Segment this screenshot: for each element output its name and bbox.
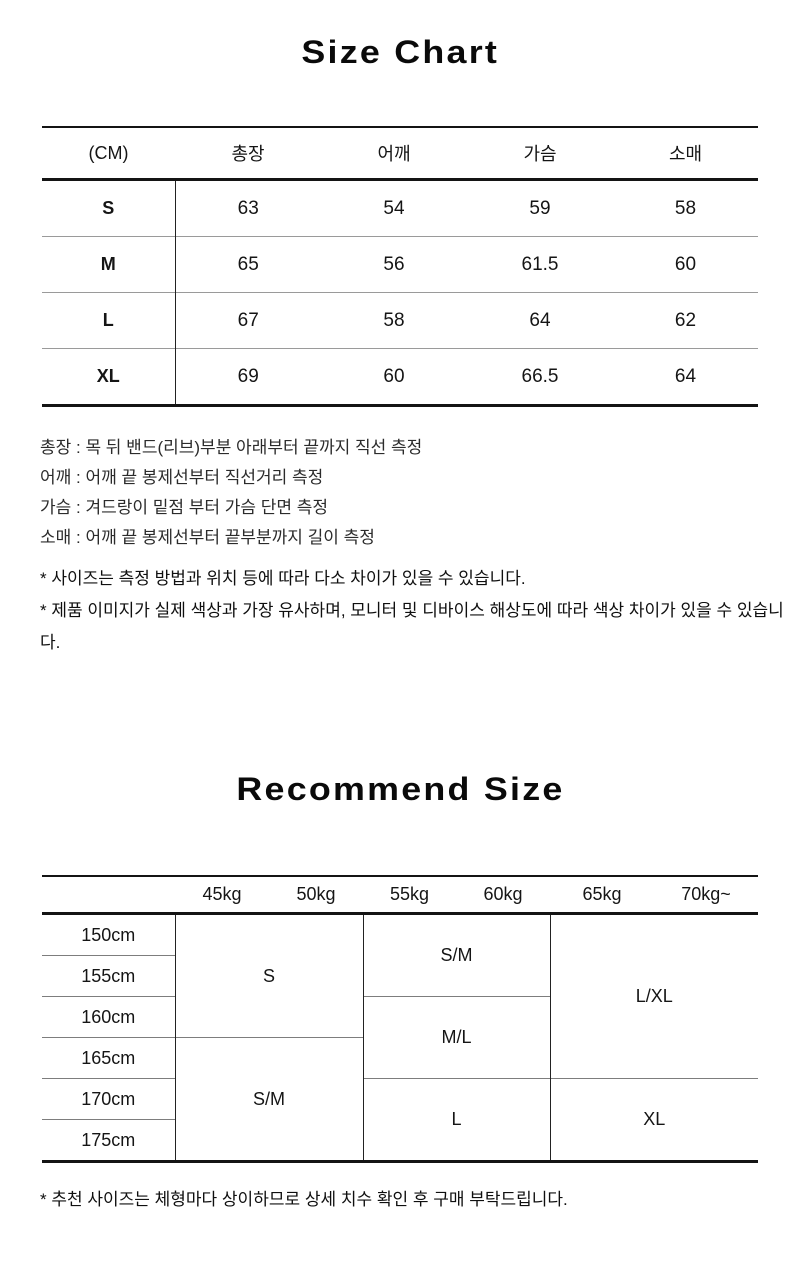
column-header-total-length: 총장 (175, 127, 321, 181)
value-cell: 67 (237, 309, 259, 331)
value-cell: 58 (383, 309, 405, 331)
height-row-170cm: 170cm L XL (42, 1078, 758, 1162)
value-cell: 60 (674, 253, 697, 275)
size-chart-table: (CM) 총장 어깨 가슴 소매 S 63 54 59 58 M 65 56 6… (42, 126, 758, 407)
height-label-175cm: 175cm (42, 1119, 176, 1162)
weight-header-55kg: 55kg (363, 876, 456, 915)
value-cell: 64 (529, 309, 551, 331)
value-cell: 66.5 (521, 365, 559, 387)
height-row-165cm: 165cm S/M (42, 1037, 758, 1162)
weight-header-45kg: 45kg (175, 876, 269, 915)
recommend-cell-sm-upper: S/M (363, 913, 551, 997)
value-cell: 59 (529, 197, 551, 219)
value-cell: 69 (237, 365, 259, 387)
value-cell: 63 (237, 197, 259, 219)
disclaimer-measurement: * 사이즈는 측정 방법과 위치 등에 따라 다소 차이가 있을 수 있습니다. (40, 569, 526, 588)
column-header-chest: 가슴 (467, 127, 613, 181)
value-cell: 64 (674, 365, 697, 387)
table-row-m: M 65 56 61.5 60 (42, 236, 758, 293)
height-label-160cm: 160cm (42, 996, 176, 1038)
measurement-notes: 총장 : 목 뒤 밴드(리브)부분 아래부터 끝까지 직선 측정 어깨 : 어깨… (40, 433, 800, 553)
recommend-cell-xl: XL (643, 1109, 666, 1129)
table-row-xl: XL 69 60 66.5 64 (42, 348, 758, 406)
recommend-header-row: 45kg 50kg 55kg 60kg 65kg 70kg~ (42, 876, 758, 915)
weight-header-empty (42, 876, 175, 915)
column-header-shoulder: 어깨 (321, 127, 467, 181)
measure-note-chest: 가슴 : 겨드랑이 밑점 부터 가슴 단면 측정 (40, 498, 329, 517)
size-disclaimers: * 사이즈는 측정 방법과 위치 등에 따라 다소 차이가 있을 수 있습니다.… (40, 563, 800, 659)
measure-note-sleeve: 소매 : 어깨 끝 봉제선부터 끝부분까지 길이 측정 (40, 528, 375, 547)
table-row-l: L 67 58 64 62 (42, 292, 758, 349)
height-label-150cm: 150cm (42, 913, 176, 956)
recommend-cell-l: L (363, 1078, 551, 1162)
measure-note-shoulder: 어깨 : 어깨 끝 봉제선부터 직선거리 측정 (40, 468, 324, 487)
value-cell: 54 (383, 197, 405, 219)
measure-note-total-length: 총장 : 목 뒤 밴드(리브)부분 아래부터 끝까지 직선 측정 (40, 438, 423, 457)
recommend-cell-s: S (175, 913, 364, 1038)
height-label-165cm: 165cm (42, 1037, 176, 1079)
size-chart-header-row: (CM) 총장 어깨 가슴 소매 (42, 127, 758, 181)
value-cell: 62 (674, 309, 697, 331)
size-chart-body: S 63 54 59 58 M 65 56 61.5 60 L 67 58 64… (42, 179, 758, 406)
weight-header-65kg: 65kg (550, 876, 654, 915)
height-label-170cm: 170cm (42, 1078, 176, 1120)
value-cell: 56 (383, 253, 405, 275)
recommend-body: 150cm S S/M L/XL 155cm 160cm M/L 165cm S… (42, 913, 758, 1162)
size-label-m: M (42, 236, 176, 293)
size-label-xl: XL (42, 348, 176, 406)
recommend-cell-sm-lower: S/M (175, 1037, 364, 1162)
height-row-160cm: 160cm M/L (42, 996, 758, 1079)
height-row-150cm: 150cm S S/M L/XL (42, 913, 758, 1038)
table-row-s: S 63 54 59 58 (42, 179, 758, 237)
recommend-size-title-text: Recommend Size (235, 771, 565, 807)
value-cell: 58 (674, 197, 697, 219)
size-chart-header: (CM) 총장 어깨 가슴 소매 (42, 127, 758, 181)
value-cell: 65 (237, 253, 259, 275)
weight-header-50kg: 50kg (269, 876, 363, 915)
recommend-size-title: Recommend Size (0, 767, 800, 811)
size-chart-title-text: Size Chart (301, 34, 499, 70)
size-label-s: S (42, 179, 176, 237)
weight-header-70kg: 70kg~ (654, 876, 758, 915)
weight-header-60kg: 60kg (456, 876, 550, 915)
recommend-disclaimer: * 추천 사이즈는 체형마다 상이하므로 상세 치수 확인 후 구매 부탁드립니… (40, 1190, 568, 1209)
disclaimer-color: * 제품 이미지가 실제 색상과 가장 유사하며, 모니터 및 디바이스 해상도… (40, 601, 784, 652)
height-label-155cm: 155cm (42, 955, 176, 997)
recommend-size-table: 45kg 50kg 55kg 60kg 65kg 70kg~ 150cm S S… (42, 875, 758, 1163)
value-cell: 61.5 (521, 253, 559, 275)
value-cell: 60 (383, 365, 405, 387)
size-chart-title: Size Chart (0, 30, 800, 74)
recommend-cell-lxl: L/XL (635, 986, 673, 1006)
column-header-sleeve: 소매 (613, 127, 758, 181)
recommend-header: 45kg 50kg 55kg 60kg 65kg 70kg~ (42, 876, 758, 915)
column-header-unit: (CM) (42, 127, 175, 181)
size-label-l: L (42, 292, 176, 349)
recommend-cell-ml: M/L (363, 996, 551, 1079)
